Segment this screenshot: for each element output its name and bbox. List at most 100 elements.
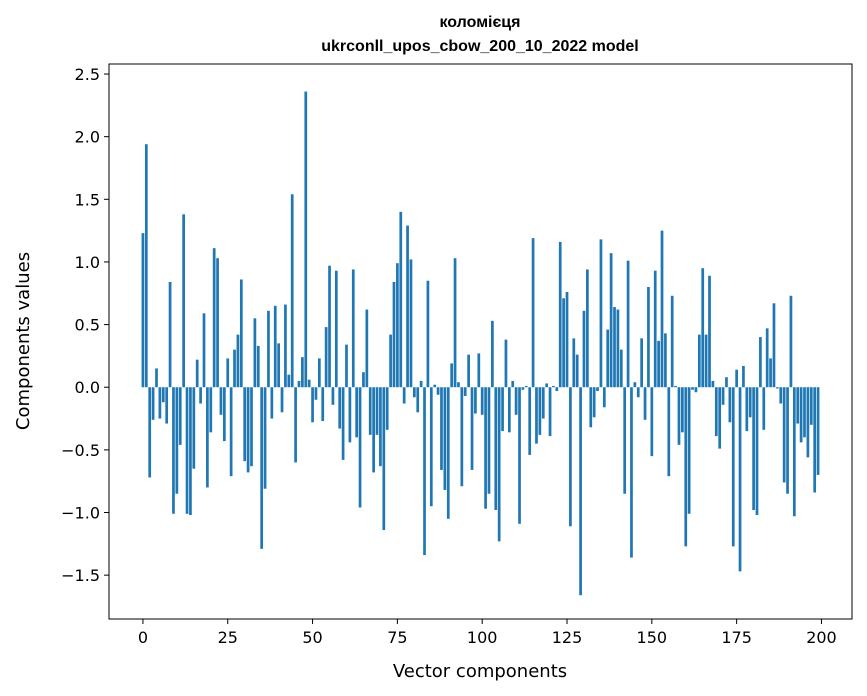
- bar-89: [443, 387, 447, 490]
- bar-5: [158, 387, 162, 419]
- bar-14: [189, 387, 192, 516]
- y-tick-label: 0.0: [75, 378, 100, 397]
- y-tick-label: 0.5: [75, 316, 100, 335]
- x-axis-ticks: 0 25 50 75 100 125 150 175 200: [138, 619, 837, 647]
- bar-88: [440, 387, 443, 470]
- bar-105: [497, 387, 501, 542]
- bar-156: [670, 295, 674, 388]
- bar-117: [538, 387, 542, 435]
- bar-55: [328, 265, 331, 388]
- bar-92: [453, 258, 457, 388]
- bar-29: [239, 279, 243, 388]
- bar-157: [674, 385, 677, 388]
- bar-48: [304, 91, 308, 388]
- bar-188: [779, 387, 783, 404]
- bar-85: [429, 387, 433, 507]
- bar-174: [731, 387, 735, 547]
- bar-102: [487, 387, 491, 494]
- y-tick-label: 1.0: [75, 253, 100, 272]
- bar-61: [348, 387, 352, 443]
- bar-194: [799, 387, 803, 443]
- bar-26: [229, 387, 233, 477]
- bar-43: [287, 374, 291, 388]
- bar-130: [582, 310, 586, 388]
- bar-136: [602, 387, 606, 408]
- bar-47: [301, 357, 304, 388]
- bar-87: [436, 387, 440, 395]
- bar-65: [362, 372, 365, 388]
- bar-111: [518, 387, 521, 524]
- x-axis-label: Vector components: [393, 661, 567, 682]
- bar-56: [331, 387, 335, 405]
- bar-145: [633, 382, 637, 388]
- bar-165: [701, 268, 705, 388]
- bar-197: [809, 387, 813, 425]
- bar-39: [273, 305, 277, 388]
- bar-100: [480, 387, 484, 415]
- bar-108: [507, 387, 511, 433]
- bar-69: [375, 387, 379, 435]
- x-tick-label: 175: [721, 628, 752, 647]
- bar-19: [206, 387, 209, 488]
- chart-title-line2: ukrconll_upos_cbow_200_10_2022 model: [321, 38, 638, 55]
- bar-158: [677, 387, 681, 445]
- bar-140: [616, 309, 620, 388]
- bar-138: [609, 253, 613, 388]
- bar-13: [185, 387, 189, 514]
- bar-81: [416, 387, 420, 413]
- bar-86: [433, 384, 437, 388]
- bar-68: [372, 387, 375, 473]
- bar-189: [782, 387, 786, 483]
- bar-166: [704, 334, 708, 388]
- bar-195: [803, 387, 806, 438]
- bar-122: [555, 387, 559, 391]
- bar-64: [358, 387, 362, 508]
- bar-15: [192, 387, 196, 469]
- bar-24: [222, 387, 226, 442]
- bar-71: [382, 387, 386, 531]
- bar-171: [721, 387, 725, 405]
- bar-2: [148, 387, 152, 478]
- y-tick-label: 2.5: [75, 65, 100, 84]
- bar-139: [613, 307, 616, 388]
- y-axis-label: Components values: [13, 252, 34, 430]
- bar-143: [626, 260, 630, 388]
- bar-7: [165, 387, 169, 424]
- bar-128: [575, 354, 579, 388]
- bar-120: [548, 387, 552, 437]
- bar-41: [280, 387, 284, 413]
- bar-63: [355, 387, 359, 438]
- bar-45: [294, 387, 297, 463]
- bar-175: [735, 369, 739, 388]
- bar-115: [531, 238, 535, 388]
- bar-167: [708, 275, 711, 388]
- bar-141: [619, 349, 623, 388]
- bar-168: [711, 380, 715, 388]
- bar-118: [541, 387, 545, 419]
- x-tick-label: 25: [218, 628, 238, 647]
- bar-190: [786, 387, 789, 494]
- bar-59: [341, 387, 345, 460]
- bar-116: [535, 387, 538, 444]
- bar-178: [745, 387, 749, 432]
- bar-20: [209, 387, 213, 433]
- bar-49: [307, 379, 311, 388]
- bar-114: [528, 387, 532, 455]
- bar-78: [406, 225, 409, 388]
- bar-28: [236, 334, 240, 388]
- x-tick-label: 125: [552, 628, 583, 647]
- bar-23: [219, 387, 223, 415]
- bar-25: [226, 358, 230, 388]
- bar-133: [592, 387, 596, 418]
- bar-58: [338, 387, 342, 429]
- bar-36: [263, 387, 267, 489]
- bar-74: [392, 281, 396, 388]
- bar-110: [514, 387, 518, 415]
- bar-182: [759, 337, 762, 388]
- bar-99: [477, 353, 481, 388]
- bar-169: [714, 387, 718, 437]
- bar-93: [457, 382, 460, 388]
- bar-131: [586, 269, 589, 388]
- bar-42: [284, 304, 287, 388]
- bar-30: [243, 387, 247, 462]
